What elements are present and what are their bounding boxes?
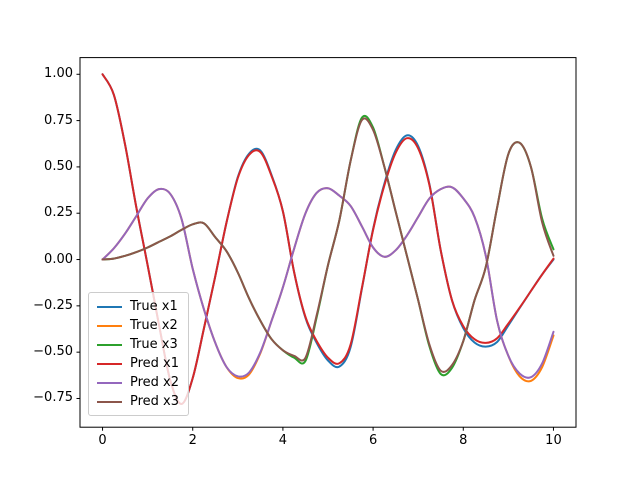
legend-entry-true-x3: True x3 [97, 335, 180, 354]
legend-label: True x2 [130, 318, 178, 333]
legend-entry-pred-x3: Pred x3 [97, 392, 180, 411]
y-tick-label: 1.00 [44, 66, 73, 82]
legend-line-pred-x2-icon [97, 381, 122, 384]
legend-label: True x3 [130, 337, 178, 352]
x-tick-label: 10 [545, 433, 562, 449]
x-tick-label: 8 [459, 433, 468, 449]
x-tick-label: 4 [278, 433, 288, 449]
x-tick-label: 0 [98, 433, 107, 449]
y-tick-label: −0.25 [33, 297, 73, 313]
legend-label: Pred x2 [130, 375, 180, 390]
y-tick-label: 0.75 [44, 112, 73, 128]
y-tick-label: −0.50 [33, 344, 73, 360]
legend-label: Pred x1 [130, 356, 180, 371]
legend-entry-pred-x1: Pred x1 [97, 354, 180, 373]
legend-line-true-x1-icon [97, 305, 122, 308]
legend: True x1 True x2 True x3 Pred x1 Pred x2 … [88, 292, 189, 416]
x-tick-label: 2 [188, 433, 197, 449]
line-pred-x2 [101, 185, 555, 379]
legend-line-true-x2-icon [97, 324, 122, 327]
y-tick-label: 0.25 [44, 205, 73, 221]
line-pred-x3 [101, 117, 555, 373]
legend-label: Pred x3 [130, 394, 180, 409]
legend-label: True x1 [130, 299, 178, 314]
y-tick-label: 0.50 [44, 158, 73, 174]
axes-box [79, 57, 577, 428]
y-tick-label: 0.00 [44, 251, 73, 267]
legend-entry-pred-x2: Pred x2 [97, 373, 180, 392]
y-tick-label: −0.75 [33, 390, 73, 406]
legend-line-true-x3-icon [97, 343, 122, 346]
legend-line-pred-x1-icon [97, 362, 122, 365]
legend-entry-true-x1: True x1 [97, 297, 180, 316]
x-tick-label: 6 [368, 433, 378, 449]
legend-entry-true-x2: True x2 [97, 316, 180, 335]
legend-line-pred-x3-icon [97, 400, 122, 403]
